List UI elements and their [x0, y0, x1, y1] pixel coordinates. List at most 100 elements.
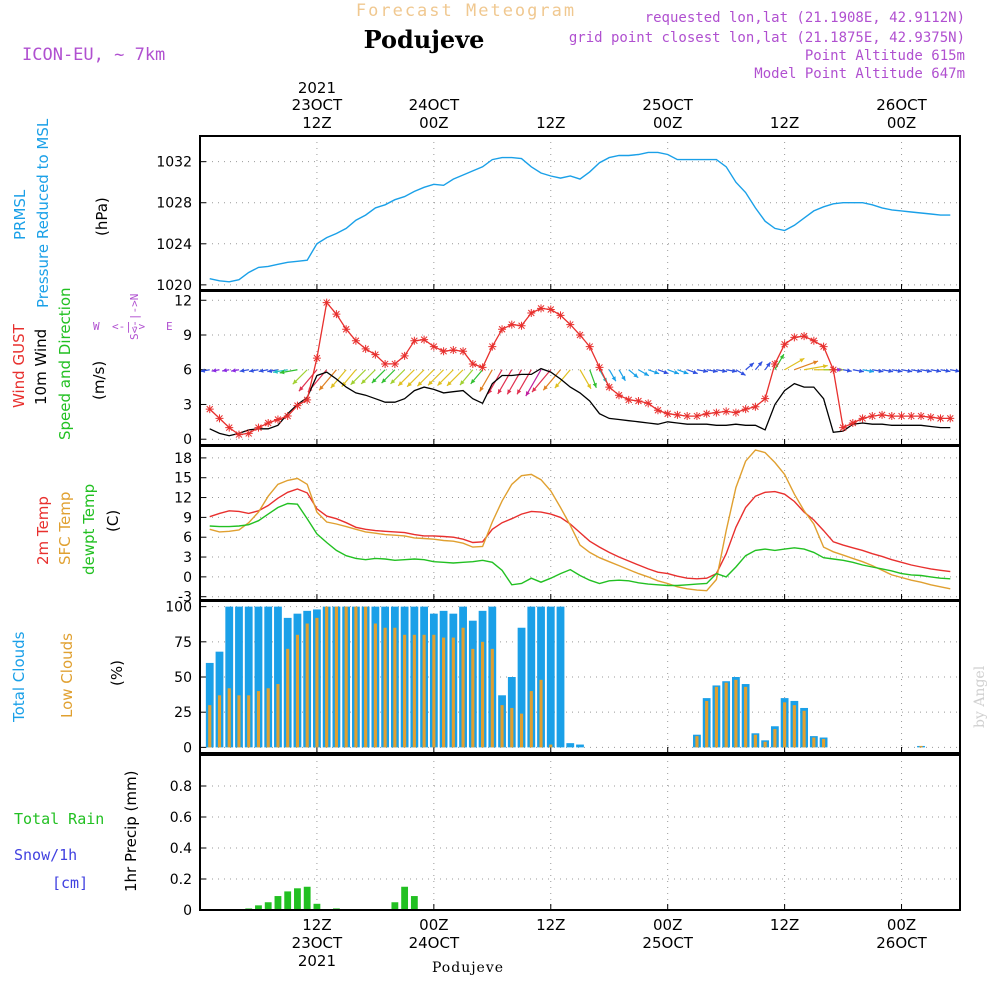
top-axis-label: 26OCT [876, 96, 927, 114]
wind-arrow-head [869, 368, 874, 374]
wind-arrow-head [417, 381, 423, 387]
gust-marker [429, 342, 438, 351]
gust-marker [887, 412, 896, 421]
gust-marker [839, 423, 848, 432]
y-tick-label: 6 [183, 530, 192, 546]
wind-arrow-head [813, 360, 818, 365]
gust-marker [361, 344, 370, 353]
wind-arrow-head [740, 371, 746, 376]
cloud-low-bar [500, 705, 504, 748]
gust-marker [556, 311, 565, 320]
gust-marker [936, 414, 945, 423]
wind-arrow-head [525, 391, 530, 397]
pressure-label-1: PRMSL [11, 189, 29, 240]
precip-bar [294, 888, 301, 910]
wind-arrow-head [621, 375, 626, 381]
wind-arrow-head [722, 368, 727, 373]
wind-10m-line [209, 367, 951, 437]
precip-bar [264, 902, 272, 910]
requested-coords: requested lon,lat (21.1908E, 42.9112N) [645, 10, 965, 26]
cloud-total-bar [537, 606, 545, 748]
y-tick-label: 18 [174, 451, 192, 467]
top-axis-label: 25OCT [642, 96, 693, 114]
cloud-low-bar [325, 606, 329, 748]
gust-marker [332, 310, 341, 319]
gust-marker [692, 412, 701, 421]
compass-w: W [93, 320, 100, 333]
wind-arrow-head [532, 387, 537, 393]
wind-arrow-head [239, 368, 245, 373]
precip-bar [255, 905, 262, 910]
wind-arrow-head [907, 368, 913, 373]
wind-arrow-head [917, 368, 922, 373]
chart-title: Forecast Meteogram [356, 1, 576, 21]
gust-marker [449, 346, 458, 355]
y-tick-label: 15 [174, 471, 192, 487]
temp-dewpt-label: dewpt Temp [80, 484, 98, 575]
gust-marker [215, 414, 224, 423]
gust-marker [751, 402, 760, 411]
cloud-low-bar [724, 682, 728, 748]
cloud-low-bar [344, 606, 348, 748]
cloud-low-bar [451, 637, 455, 748]
cloud-low-bar [315, 617, 319, 748]
cloud-low-bar [247, 695, 251, 748]
gust-marker [459, 347, 468, 356]
cloud-low-bar [256, 691, 261, 748]
wind-arrow-head [822, 364, 828, 369]
cloud-low-bar [286, 648, 290, 748]
bottom-axis-label: 12Z [302, 916, 331, 934]
bottom-axis-label: 12Z [536, 916, 565, 934]
gust-marker [478, 363, 487, 372]
wind-arrow-head [267, 368, 273, 373]
wind-arrow-head [611, 376, 616, 382]
y-tick-label: 6 [183, 363, 192, 379]
gust-marker [303, 395, 312, 404]
location-title: Podujeve [364, 25, 485, 54]
y-tick-label: 0.6 [170, 810, 192, 826]
y-tick-label: 3 [183, 550, 192, 566]
wind-arrow-head [398, 381, 403, 386]
gust-marker [780, 340, 789, 349]
temp-sfc-line [209, 449, 951, 592]
wind-arrow-head [497, 389, 502, 394]
gust-marker [634, 397, 643, 405]
gust-marker [244, 429, 253, 438]
precip-bar [284, 891, 292, 910]
wind-arrow-head [955, 368, 961, 373]
wind-arrow-head [341, 381, 347, 387]
bottom-axis-label: 26OCT [876, 934, 927, 952]
cloud-low-bar [295, 634, 299, 748]
compass-e: E [166, 320, 173, 333]
model-altitude: Model Point Altitude 647m [754, 66, 965, 82]
wind-arrow-head [273, 369, 278, 374]
bottom-axis-label: 23OCT [292, 934, 343, 952]
cloud-total-bar [517, 627, 526, 748]
wind-arrow [506, 369, 523, 395]
cloud-low-bar [519, 713, 524, 748]
gust-marker [917, 412, 926, 421]
wind-arrow-head [712, 368, 718, 373]
precip-bar [410, 896, 418, 910]
gust-marker [517, 321, 526, 330]
cloud-low-bar [783, 702, 787, 748]
panel-frame [199, 135, 961, 291]
wind-arrow-head [779, 354, 784, 360]
precip-bar [303, 886, 311, 910]
wind-arrow-head [470, 379, 476, 384]
bottom-axis-label: 25OCT [642, 934, 693, 952]
y-tick-label: 12 [174, 293, 192, 309]
panel-frame [199, 600, 961, 754]
cloud-low-bar [802, 710, 806, 748]
wind-arrow-head [683, 370, 689, 375]
top-axis-label: 12Z [770, 114, 799, 132]
cloud-low-bar [792, 705, 796, 748]
wind-arrow-head [643, 371, 649, 376]
gust-marker [507, 320, 516, 329]
cloud-low-bar [763, 741, 767, 748]
clouds-low-label: Low Clouds [58, 633, 76, 718]
cloud-low-bar [744, 686, 748, 748]
wind-arrow [525, 369, 542, 397]
wind-arrow-head [447, 381, 452, 386]
